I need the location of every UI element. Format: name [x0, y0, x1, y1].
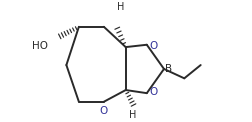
Text: H: H — [116, 2, 123, 12]
Text: H: H — [129, 110, 136, 120]
Text: O: O — [149, 41, 157, 51]
Text: B: B — [164, 64, 171, 74]
Text: HO: HO — [32, 41, 47, 51]
Text: O: O — [149, 87, 157, 97]
Text: O: O — [99, 106, 108, 116]
